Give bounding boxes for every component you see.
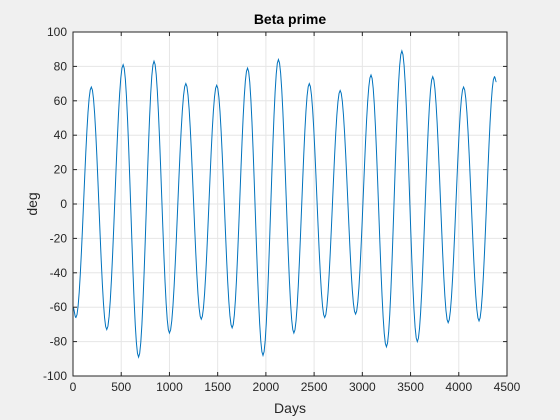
y-axis-label: deg xyxy=(24,192,40,215)
y-tick-label: 0 xyxy=(60,197,67,211)
y-tick-label: 60 xyxy=(54,94,68,108)
y-tick-label: -40 xyxy=(50,266,68,280)
x-tick-label: 4500 xyxy=(494,380,521,394)
y-tick-label: -60 xyxy=(50,300,68,314)
y-tick-label: 80 xyxy=(54,59,68,73)
x-tick-label: 4000 xyxy=(445,380,472,394)
x-axis-label: Days xyxy=(274,400,306,416)
series-layer xyxy=(72,49,497,359)
series-line xyxy=(72,49,497,359)
y-tick-label: -20 xyxy=(50,231,68,245)
x-tick-label: 0 xyxy=(70,380,77,394)
y-tick-label: -100 xyxy=(43,369,67,383)
y-tick-label: -80 xyxy=(50,335,68,349)
y-tick-label: 40 xyxy=(54,128,68,142)
x-tick-label: 2000 xyxy=(253,380,280,394)
y-tick-label: 20 xyxy=(54,163,68,177)
x-tick-label: 3000 xyxy=(349,380,376,394)
x-tick-label: 2500 xyxy=(301,380,328,394)
x-tick-label: 3500 xyxy=(397,380,424,394)
x-tick-label: 500 xyxy=(111,380,131,394)
x-tick-label: 1500 xyxy=(204,380,231,394)
chart-title: Beta prime xyxy=(254,11,327,27)
grid-lines xyxy=(72,31,508,377)
y-tick-label: 100 xyxy=(47,25,67,39)
tick-layer: 0 500 1000 1500 2000 2500 3000 3500 4000 4500-100… xyxy=(43,25,521,394)
x-tick-label: 1000 xyxy=(156,380,183,394)
